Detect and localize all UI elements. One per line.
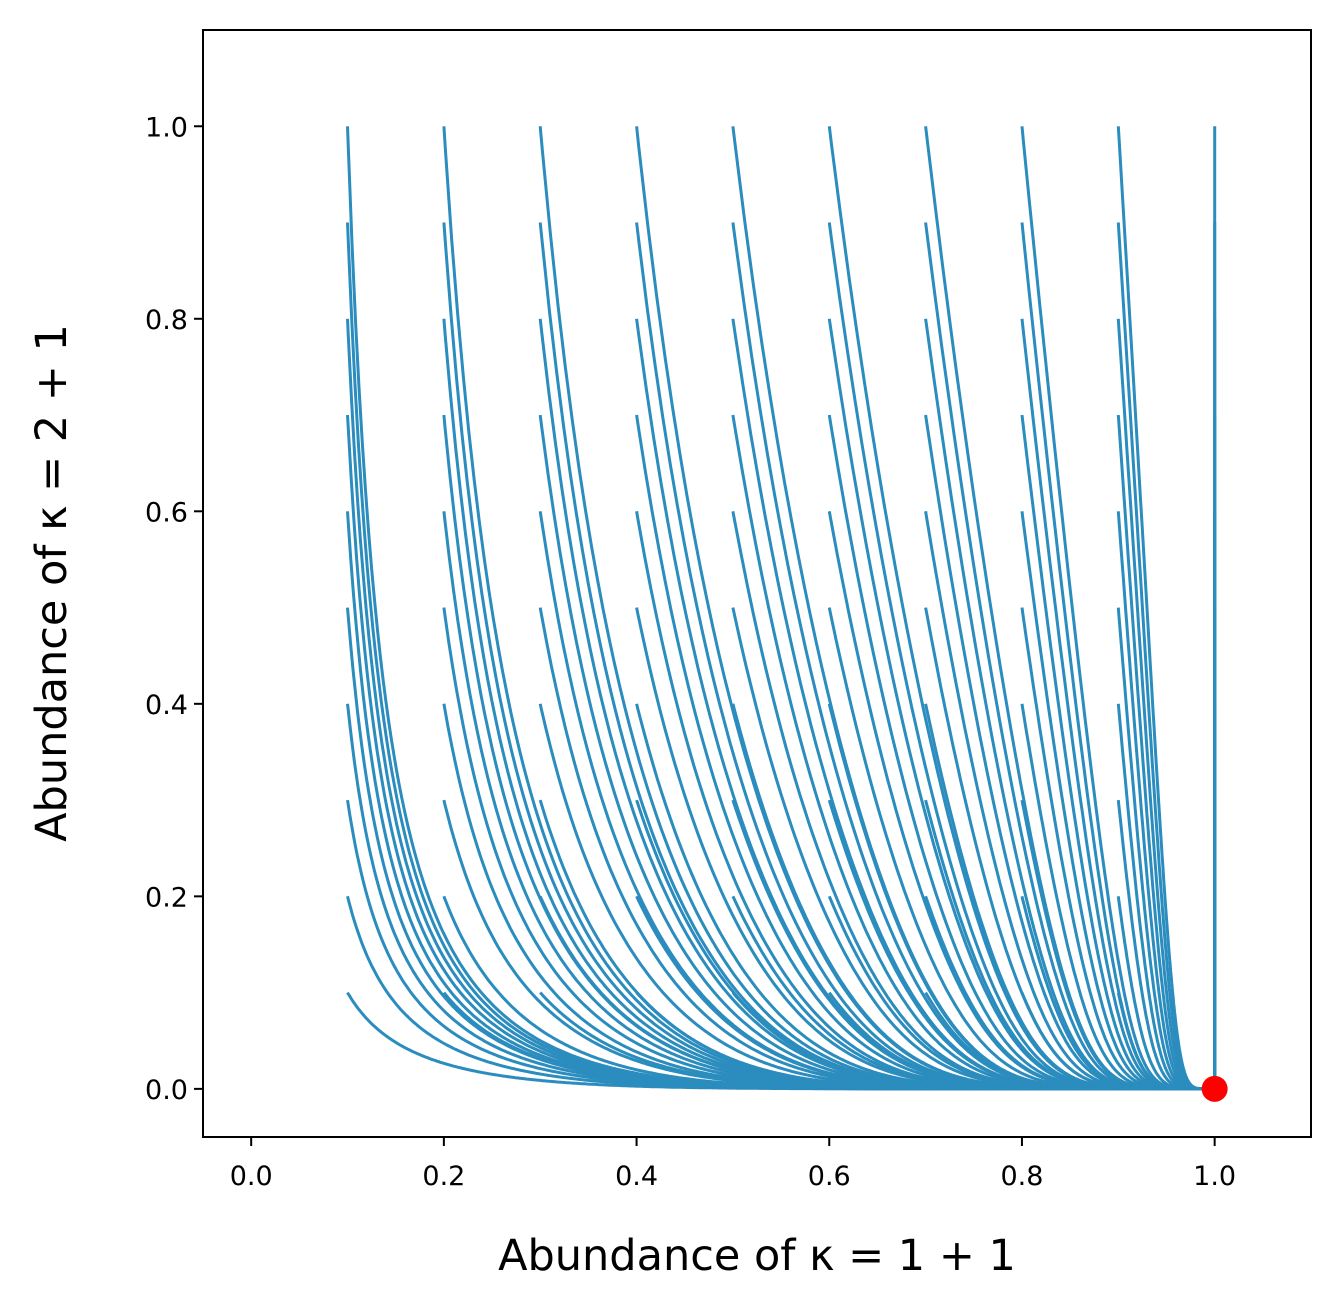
y-tick-label: 1.0 <box>145 112 188 143</box>
x-tick-label: 0.2 <box>422 1161 465 1192</box>
y-ticks: 0.0 0.2 0.4 0.6 0.8 1.0 <box>145 112 203 1106</box>
x-axis-label: Abundance of κ = 1 + 1 <box>498 1231 1016 1281</box>
y-axis-label: Abundance of κ = 2 + 1 <box>27 324 77 842</box>
y-tick-label: 0.0 <box>145 1075 188 1106</box>
y-tick-label: 0.8 <box>145 305 188 336</box>
y-tick-label: 0.6 <box>145 497 188 528</box>
x-tick-label: 0.6 <box>808 1161 851 1192</box>
x-tick-label: 1.0 <box>1193 1161 1236 1192</box>
fixed-point-marker <box>1201 1075 1228 1102</box>
y-tick-label: 0.4 <box>145 690 188 721</box>
x-tick-label: 0.8 <box>1000 1161 1043 1192</box>
plot-frame <box>202 29 1312 1138</box>
x-ticks: 0.0 0.2 0.4 0.6 0.8 1.0 <box>230 1137 1236 1192</box>
y-tick-label: 0.2 <box>145 882 188 913</box>
x-tick-label: 0.0 <box>230 1161 273 1192</box>
marker-layer <box>1201 1075 1228 1102</box>
x-tick-label: 0.4 <box>615 1161 658 1192</box>
